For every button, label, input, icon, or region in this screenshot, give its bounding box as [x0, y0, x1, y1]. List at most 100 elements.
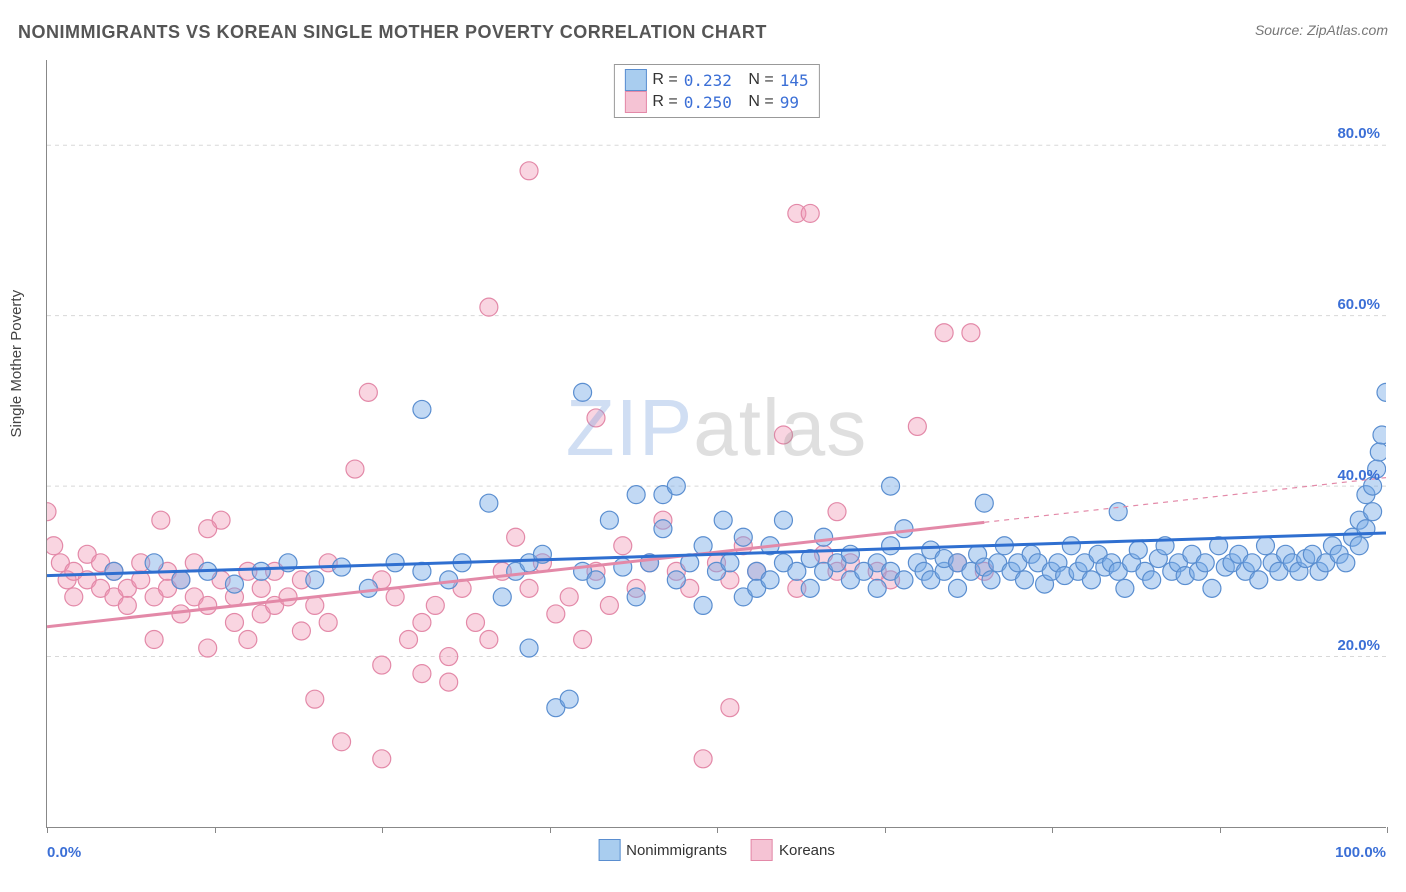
data-point-nonimmigrants — [774, 511, 792, 529]
data-point-koreans — [400, 631, 418, 649]
legend-swatch-koreans — [751, 839, 773, 861]
data-point-nonimmigrants — [667, 477, 685, 495]
data-point-koreans — [908, 417, 926, 435]
data-point-nonimmigrants — [627, 588, 645, 606]
legend-correlation: R = 0.232 N = 145 R = 0.250 N = 99 — [613, 64, 819, 118]
data-point-koreans — [319, 613, 337, 631]
source-attribution: Source: ZipAtlas.com — [1255, 22, 1388, 38]
data-point-koreans — [480, 298, 498, 316]
data-point-nonimmigrants — [359, 579, 377, 597]
x-tick — [885, 827, 886, 833]
data-point-nonimmigrants — [306, 571, 324, 589]
source-name: ZipAtlas.com — [1307, 22, 1388, 38]
trend-line-koreans-extrapolated — [984, 478, 1386, 523]
data-point-nonimmigrants — [734, 528, 752, 546]
plot-area: ZIPatlas 20.0%40.0%60.0%80.0% 0.0%100.0%… — [46, 60, 1386, 828]
data-point-nonimmigrants — [1373, 426, 1386, 444]
data-point-nonimmigrants — [627, 486, 645, 504]
data-point-nonimmigrants — [1203, 579, 1221, 597]
data-point-koreans — [440, 648, 458, 666]
data-point-koreans — [359, 383, 377, 401]
data-point-nonimmigrants — [1129, 541, 1147, 559]
y-axis-title: Single Mother Poverty — [8, 290, 25, 438]
data-point-koreans — [306, 690, 324, 708]
data-point-koreans — [560, 588, 578, 606]
legend-series: Nonimmigrants Koreans — [598, 839, 835, 861]
data-point-nonimmigrants — [172, 571, 190, 589]
data-point-nonimmigrants — [949, 579, 967, 597]
r-value-koreans: 0.250 — [684, 93, 732, 112]
legend-swatch-nonimmigrants — [624, 69, 646, 91]
r-label: R = — [652, 71, 677, 89]
data-point-nonimmigrants — [801, 579, 819, 597]
data-point-koreans — [346, 460, 364, 478]
n-value-koreans: 99 — [780, 93, 799, 112]
data-point-koreans — [721, 699, 739, 717]
data-point-nonimmigrants — [1256, 537, 1274, 555]
scatter-svg — [47, 60, 1386, 827]
data-point-koreans — [694, 750, 712, 768]
data-point-koreans — [373, 656, 391, 674]
data-point-nonimmigrants — [560, 690, 578, 708]
x-tick-label: 0.0% — [47, 844, 81, 861]
data-point-koreans — [480, 631, 498, 649]
data-point-nonimmigrants — [520, 639, 538, 657]
data-point-koreans — [279, 588, 297, 606]
data-point-nonimmigrants — [1243, 554, 1261, 572]
legend-swatch-nonimmigrants — [598, 839, 620, 861]
data-point-koreans — [239, 631, 257, 649]
data-point-nonimmigrants — [788, 562, 806, 580]
y-tick-label: 80.0% — [1337, 125, 1380, 142]
n-label: N = — [748, 71, 773, 89]
legend-item-nonimmigrants: Nonimmigrants — [598, 839, 727, 861]
data-point-koreans — [935, 324, 953, 342]
n-label: N = — [748, 93, 773, 111]
data-point-koreans — [600, 596, 618, 614]
data-point-nonimmigrants — [841, 545, 859, 563]
data-point-nonimmigrants — [1015, 571, 1033, 589]
data-point-nonimmigrants — [1082, 571, 1100, 589]
data-point-nonimmigrants — [225, 575, 243, 593]
data-point-nonimmigrants — [1062, 537, 1080, 555]
data-point-nonimmigrants — [1364, 503, 1382, 521]
data-point-nonimmigrants — [895, 571, 913, 589]
data-point-nonimmigrants — [761, 571, 779, 589]
x-tick-label: 100.0% — [1335, 844, 1386, 861]
data-point-koreans — [587, 409, 605, 427]
data-point-koreans — [440, 673, 458, 691]
data-point-nonimmigrants — [895, 520, 913, 538]
x-tick — [1387, 827, 1388, 833]
chart-title: NONIMMIGRANTS VS KOREAN SINGLE MOTHER PO… — [18, 22, 767, 43]
legend-correlation-row-0: R = 0.232 N = 145 — [624, 69, 808, 91]
data-point-nonimmigrants — [480, 494, 498, 512]
data-point-nonimmigrants — [1337, 554, 1355, 572]
data-point-nonimmigrants — [1370, 443, 1386, 461]
data-point-koreans — [65, 588, 83, 606]
data-point-koreans — [426, 596, 444, 614]
data-point-nonimmigrants — [1350, 537, 1368, 555]
data-point-nonimmigrants — [386, 554, 404, 572]
data-point-koreans — [520, 162, 538, 180]
source-label: Source: — [1255, 22, 1307, 38]
legend-item-koreans: Koreans — [751, 839, 835, 861]
data-point-koreans — [118, 596, 136, 614]
data-point-nonimmigrants — [252, 562, 270, 580]
data-point-koreans — [292, 622, 310, 640]
data-point-koreans — [466, 613, 484, 631]
data-point-nonimmigrants — [721, 554, 739, 572]
data-point-koreans — [47, 503, 56, 521]
legend-swatch-koreans — [624, 91, 646, 113]
chart-container: NONIMMIGRANTS VS KOREAN SINGLE MOTHER PO… — [0, 0, 1406, 892]
data-point-nonimmigrants — [1377, 383, 1386, 401]
data-point-nonimmigrants — [1143, 571, 1161, 589]
data-point-nonimmigrants — [868, 579, 886, 597]
data-point-nonimmigrants — [667, 571, 685, 589]
data-point-koreans — [828, 503, 846, 521]
data-point-nonimmigrants — [882, 537, 900, 555]
data-point-koreans — [386, 588, 404, 606]
x-tick — [717, 827, 718, 833]
data-point-koreans — [199, 596, 217, 614]
legend-label-nonimmigrants: Nonimmigrants — [626, 842, 727, 859]
n-value-nonimmigrants: 145 — [780, 71, 809, 90]
data-point-nonimmigrants — [694, 596, 712, 614]
